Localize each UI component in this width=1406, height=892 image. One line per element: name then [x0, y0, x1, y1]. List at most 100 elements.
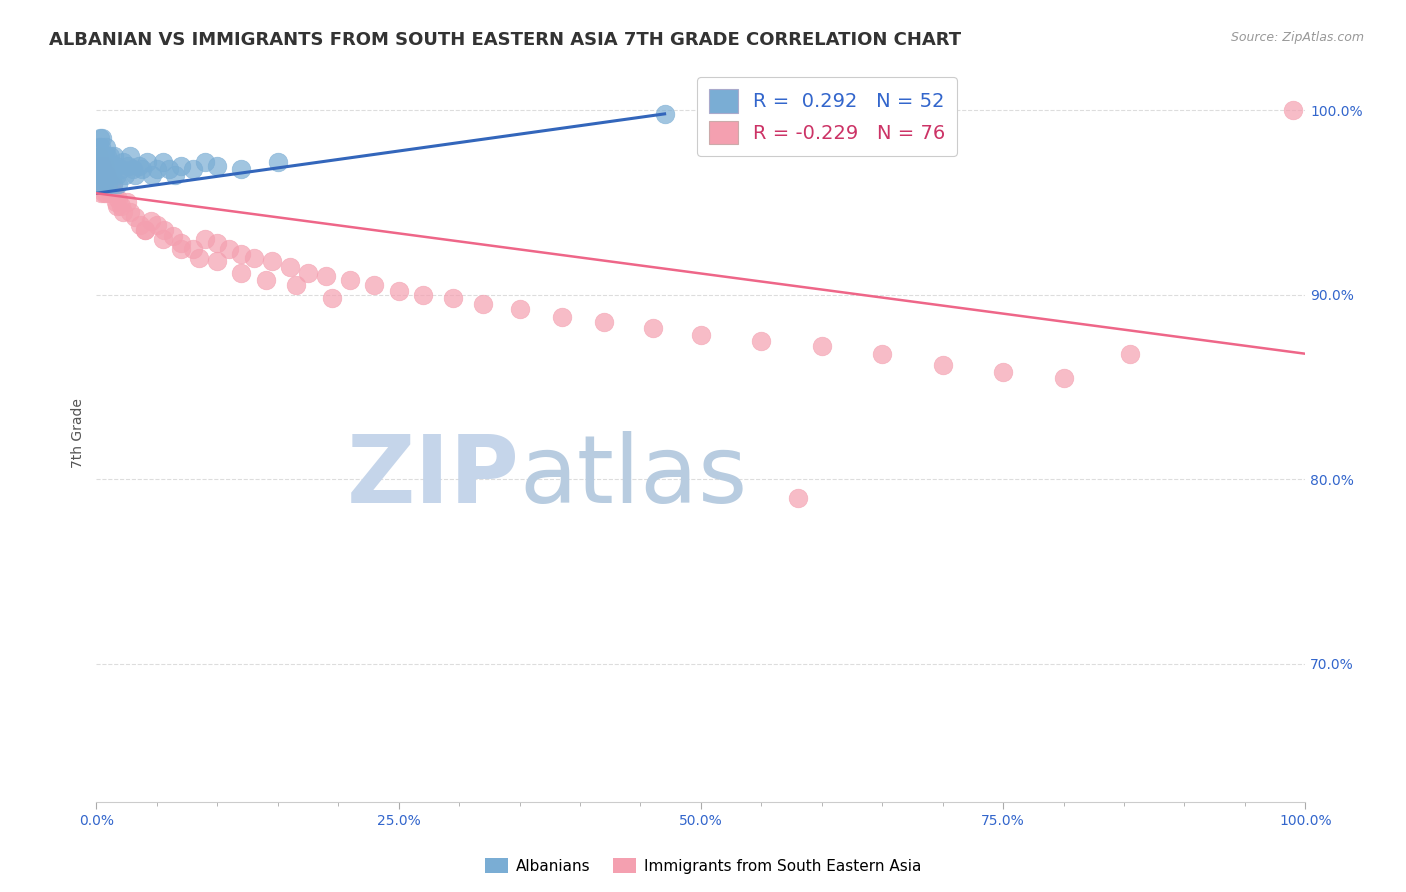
Point — [91, 149, 114, 163]
Point — [267, 154, 290, 169]
Point — [94, 159, 117, 173]
Point — [170, 242, 193, 256]
Point — [105, 168, 128, 182]
Point — [153, 223, 176, 237]
Point — [810, 339, 832, 353]
Point — [152, 154, 174, 169]
Point — [141, 168, 163, 182]
Point — [120, 204, 142, 219]
Point — [254, 273, 277, 287]
Point — [136, 154, 159, 169]
Point — [107, 177, 129, 191]
Point — [128, 159, 150, 173]
Point — [93, 168, 115, 182]
Point — [110, 199, 132, 213]
Point — [472, 297, 495, 311]
Legend: R =  0.292   N = 52, R = -0.229   N = 76: R = 0.292 N = 52, R = -0.229 N = 76 — [697, 78, 957, 156]
Point — [242, 251, 264, 265]
Point — [103, 186, 125, 201]
Point — [120, 149, 142, 163]
Point — [97, 159, 120, 173]
Point — [91, 131, 114, 145]
Point — [749, 334, 772, 348]
Point — [388, 284, 411, 298]
Point — [94, 149, 117, 163]
Point — [87, 140, 110, 154]
Point — [97, 177, 120, 191]
Point — [321, 292, 343, 306]
Point — [231, 266, 253, 280]
Point — [121, 162, 143, 177]
Text: Source: ZipAtlas.com: Source: ZipAtlas.com — [1230, 31, 1364, 45]
Point — [1282, 103, 1305, 118]
Point — [89, 168, 111, 182]
Point — [297, 266, 319, 280]
Point — [931, 358, 953, 372]
Point — [218, 242, 240, 256]
Point — [134, 223, 156, 237]
Point — [146, 162, 169, 177]
Point — [170, 235, 193, 250]
Point — [134, 223, 156, 237]
Point — [170, 159, 193, 173]
Point — [131, 162, 153, 177]
Point — [1119, 347, 1142, 361]
Point — [111, 204, 134, 219]
Point — [91, 177, 114, 191]
Point — [117, 159, 139, 173]
Point — [100, 177, 122, 191]
Point — [124, 168, 146, 182]
Point — [87, 177, 110, 191]
Point — [98, 186, 121, 201]
Point — [94, 186, 117, 201]
Point — [207, 159, 229, 173]
Text: atlas: atlas — [519, 432, 748, 524]
Point — [94, 168, 117, 182]
Point — [689, 328, 711, 343]
Point — [441, 292, 464, 306]
Point — [91, 168, 114, 182]
Point — [188, 251, 211, 265]
Point — [96, 177, 118, 191]
Point — [89, 131, 111, 145]
Point — [86, 177, 108, 191]
Point — [103, 177, 125, 191]
Text: ZIP: ZIP — [347, 432, 519, 524]
Text: ALBANIAN VS IMMIGRANTS FROM SOUTH EASTERN ASIA 7TH GRADE CORRELATION CHART: ALBANIAN VS IMMIGRANTS FROM SOUTH EASTER… — [49, 31, 962, 49]
Point — [86, 159, 108, 173]
Point — [94, 159, 117, 173]
Point — [96, 168, 118, 182]
Point — [1052, 370, 1074, 384]
Point — [90, 186, 112, 201]
Point — [101, 186, 124, 201]
Point — [181, 162, 204, 177]
Point — [231, 162, 253, 177]
Point — [93, 186, 115, 201]
Point — [105, 199, 128, 213]
Point — [94, 140, 117, 154]
Point — [157, 162, 180, 177]
Point — [231, 247, 253, 261]
Point — [93, 177, 115, 191]
Y-axis label: 7th Grade: 7th Grade — [72, 398, 86, 468]
Point — [152, 232, 174, 246]
Point — [551, 310, 574, 324]
Point — [111, 154, 134, 169]
Point — [114, 168, 136, 182]
Point — [91, 159, 114, 173]
Point — [207, 235, 229, 250]
Point — [508, 302, 530, 317]
Point — [103, 149, 125, 163]
Point — [870, 347, 893, 361]
Point — [412, 287, 434, 301]
Point — [181, 242, 204, 256]
Legend: Albanians, Immigrants from South Eastern Asia: Albanians, Immigrants from South Eastern… — [479, 852, 927, 880]
Point — [163, 168, 186, 182]
Point — [146, 218, 169, 232]
Point — [104, 159, 127, 173]
Point — [194, 232, 217, 246]
Point — [96, 149, 118, 163]
Point — [87, 149, 110, 163]
Point — [90, 140, 112, 154]
Point — [124, 211, 146, 225]
